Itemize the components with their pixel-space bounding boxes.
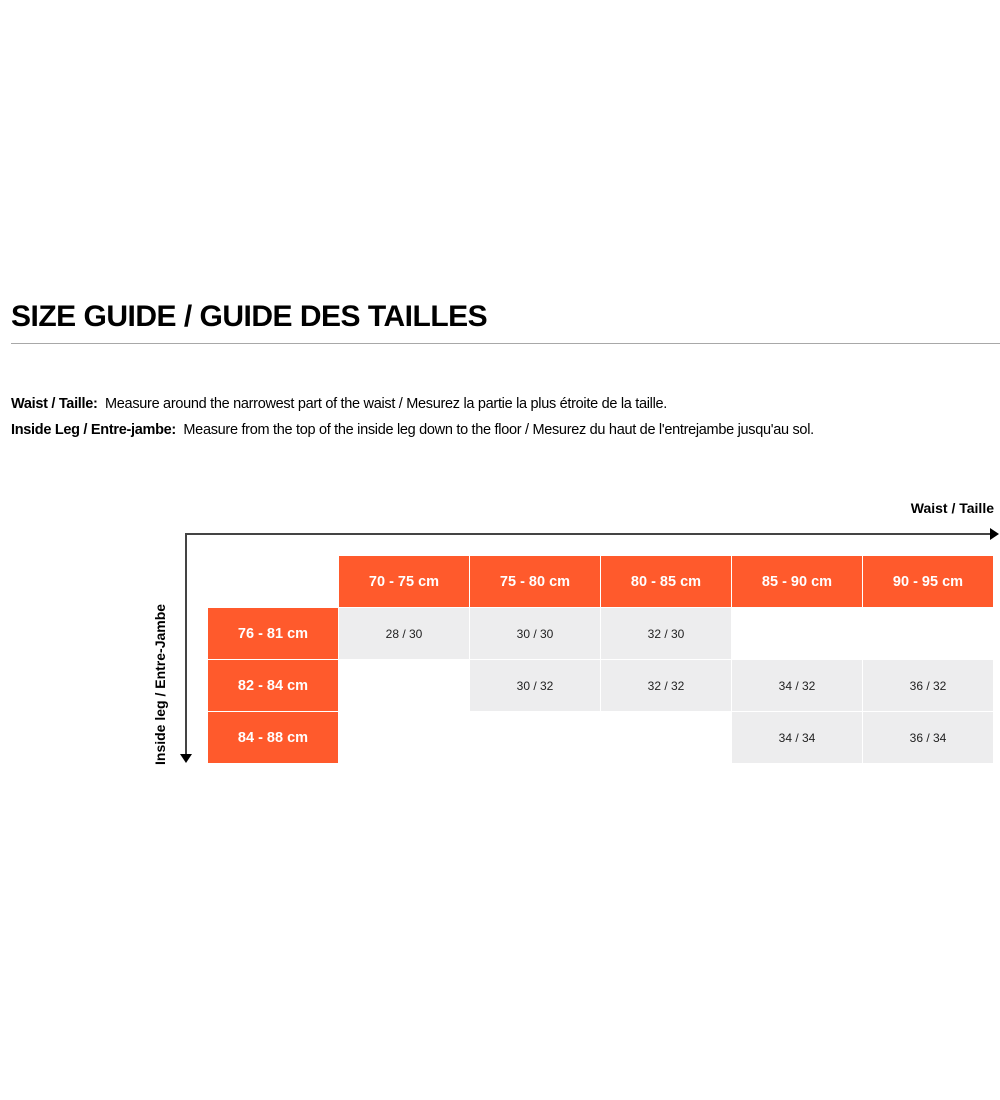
waist-axis-line — [186, 533, 991, 535]
inside-leg-description-text: Measure from the top of the inside leg d… — [183, 422, 814, 438]
size-cell: 36 / 34 — [863, 712, 993, 763]
column-header: 75 - 80 cm — [470, 556, 600, 607]
size-cell: 32 / 30 — [601, 608, 731, 659]
size-cell: 36 / 32 — [863, 660, 993, 711]
row-header: 76 - 81 cm — [208, 608, 338, 659]
column-header: 85 - 90 cm — [732, 556, 862, 607]
size-cell: 32 / 32 — [601, 660, 731, 711]
title-divider — [11, 343, 1000, 344]
size-cell: 30 / 32 — [470, 660, 600, 711]
page-title: SIZE GUIDE / GUIDE DES TAILLES — [11, 300, 488, 333]
size-cell: 28 / 30 — [339, 608, 469, 659]
arrow-down-icon — [180, 754, 192, 763]
size-cell: 30 / 30 — [470, 608, 600, 659]
size-cell: 34 / 32 — [732, 660, 862, 711]
size-cell — [732, 608, 862, 659]
size-cell — [339, 712, 469, 763]
inside-leg-axis-label: Inside leg / Entre-Jambe — [152, 603, 168, 765]
inside-leg-axis-line — [185, 533, 187, 755]
size-cell — [339, 660, 469, 711]
waist-axis-label: Waist / Taille — [910, 500, 994, 516]
size-cell — [470, 712, 600, 763]
row-header: 84 - 88 cm — [208, 712, 338, 763]
column-header: 70 - 75 cm — [339, 556, 469, 607]
column-header: 90 - 95 cm — [863, 556, 993, 607]
waist-description-label: Waist / Taille — [11, 396, 94, 412]
size-cell — [863, 608, 993, 659]
separator: : — [93, 396, 98, 412]
size-cell — [601, 712, 731, 763]
inside-leg-description-label: Inside Leg / Entre-jambe — [11, 422, 172, 438]
inside-leg-description: Inside Leg / Entre-jambe: Measure from t… — [11, 422, 814, 438]
row-header: 82 - 84 cm — [208, 660, 338, 711]
separator: : — [171, 422, 176, 438]
size-cell: 34 / 34 — [732, 712, 862, 763]
waist-description-text: Measure around the narrowest part of the… — [105, 396, 667, 412]
waist-description: Waist / Taille: Measure around the narro… — [11, 396, 667, 412]
arrow-right-icon — [990, 528, 999, 540]
column-header: 80 - 85 cm — [601, 556, 731, 607]
